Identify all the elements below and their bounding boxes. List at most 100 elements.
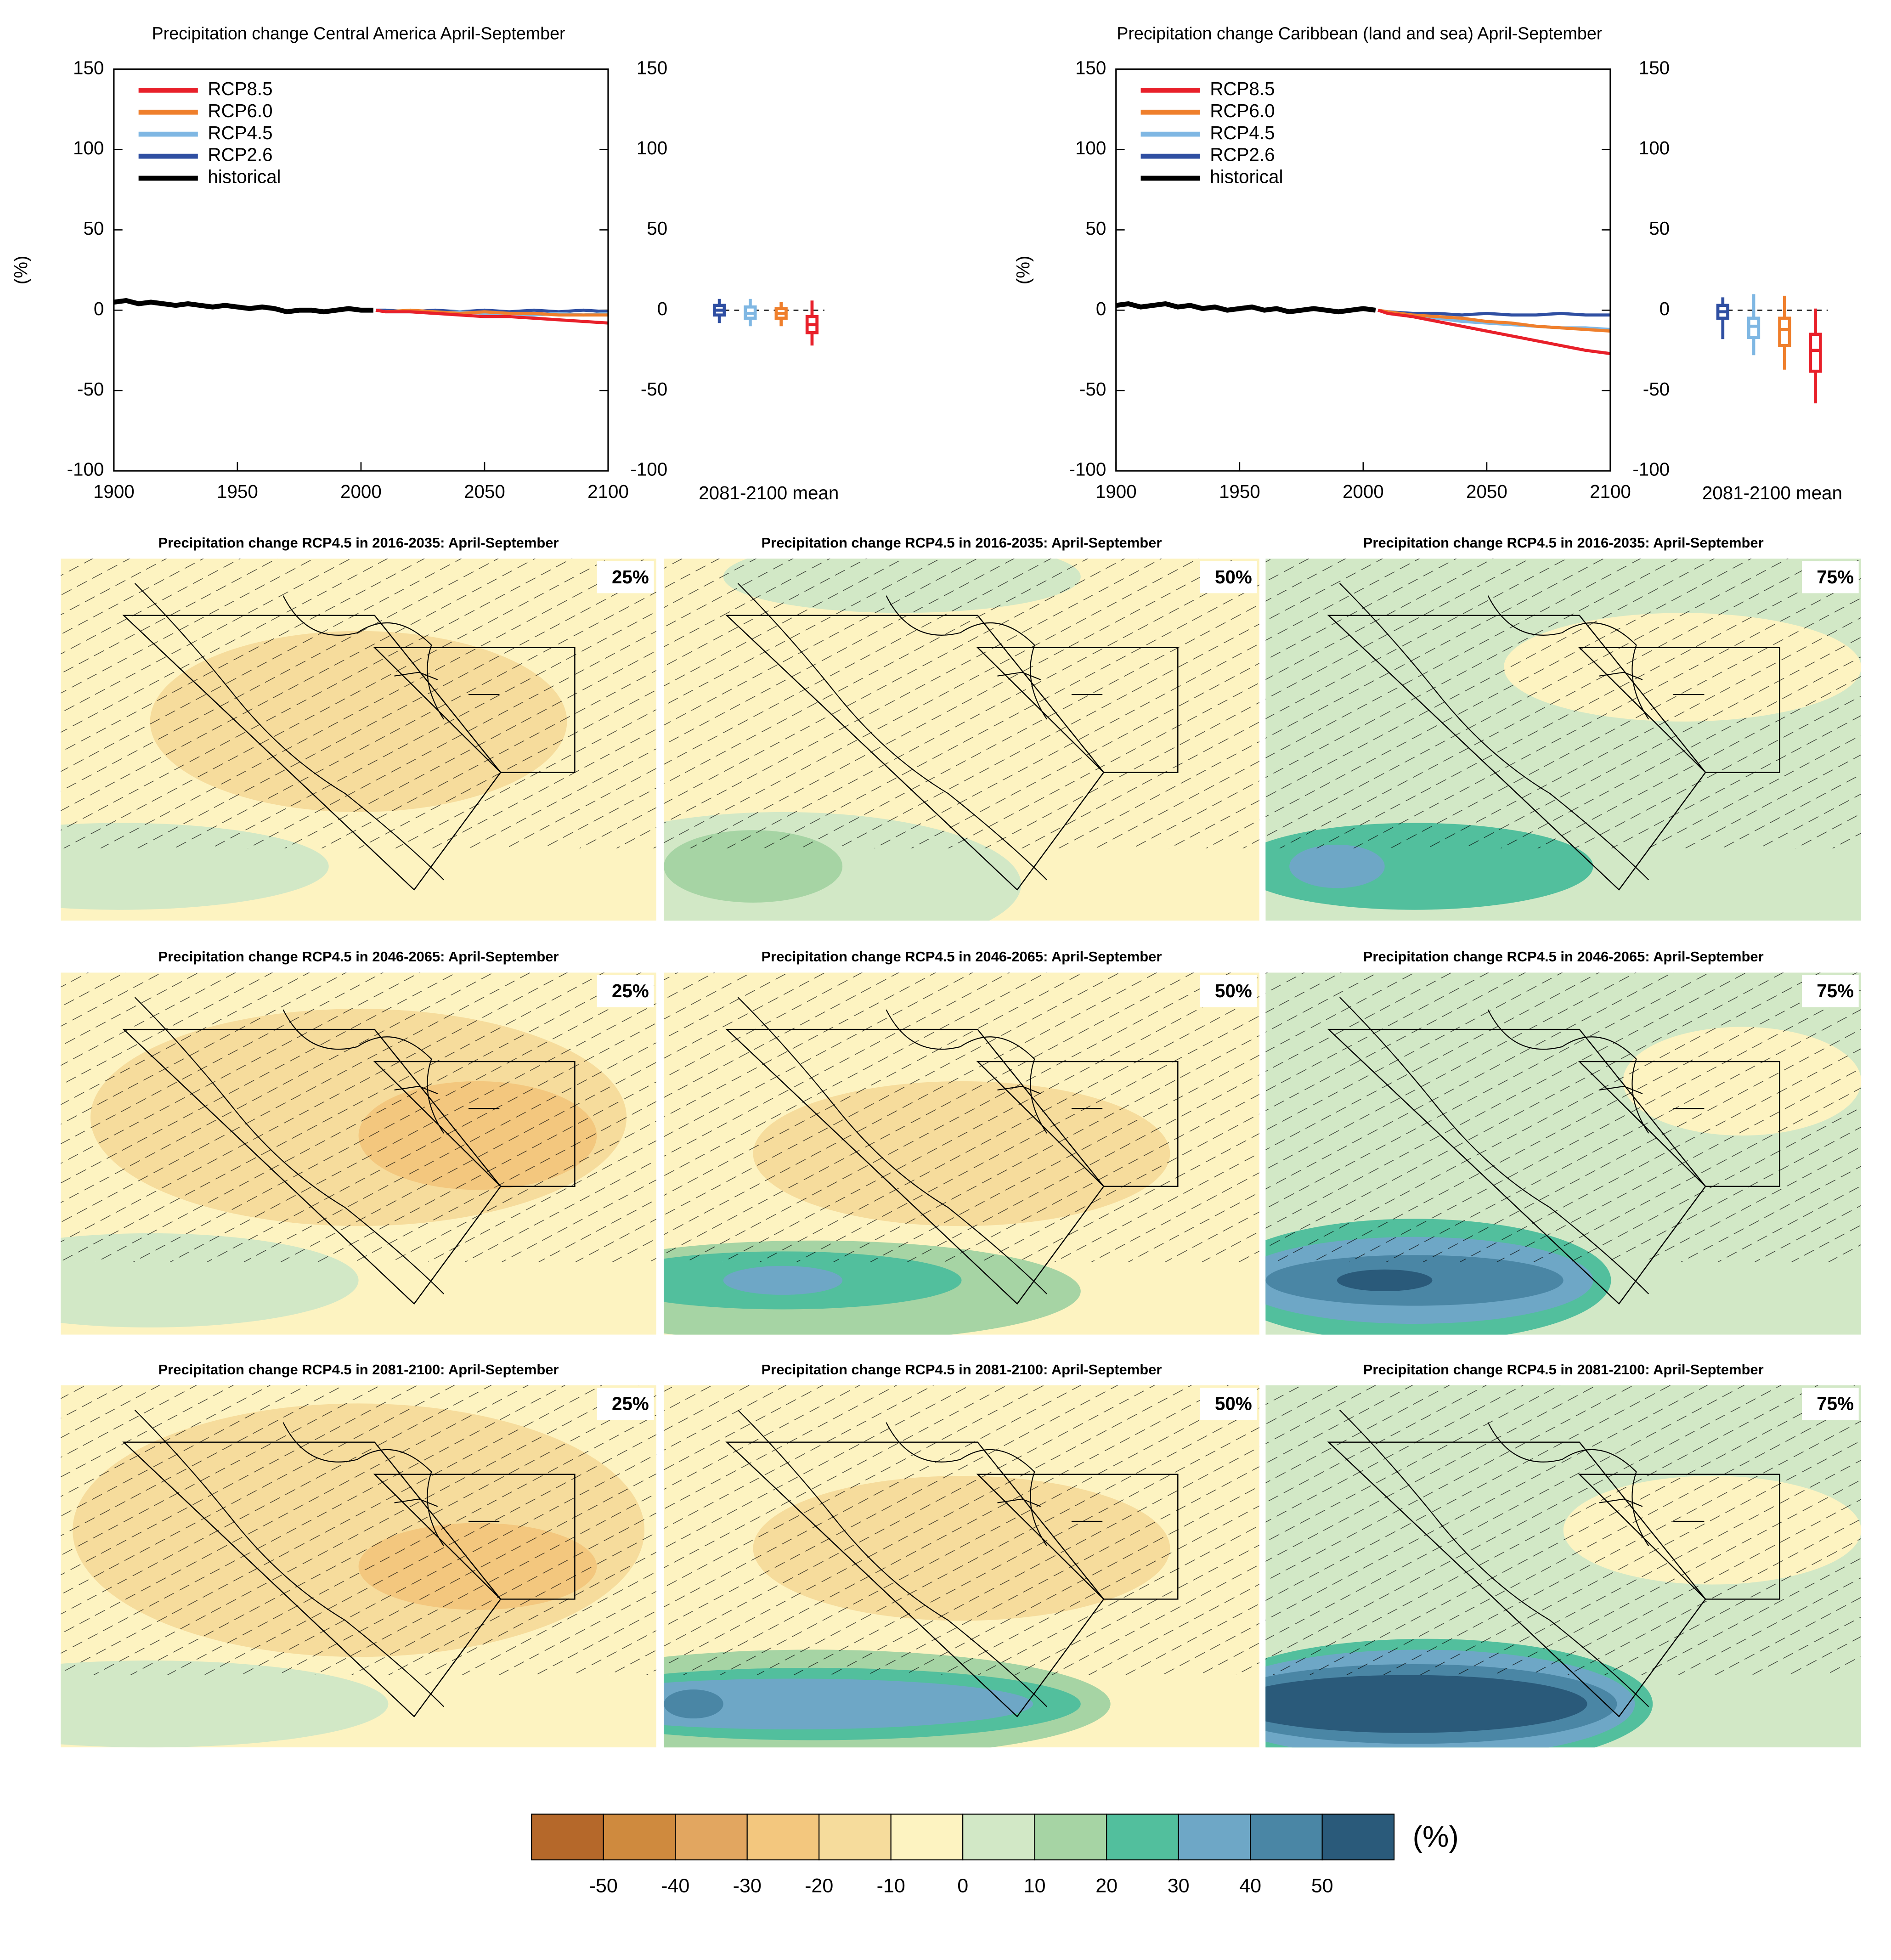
map-title: Precipitation change RCP4.5 in 2081-2100… [762, 1361, 1162, 1378]
y2-tick-label: 0 [1660, 298, 1670, 319]
map-hatching [61, 559, 656, 848]
colorbar-tick-label: -30 [733, 1875, 762, 1897]
plot-frame [1115, 68, 1611, 472]
y-tick-label: 50 [83, 218, 104, 239]
colorbar-tick-label: -10 [877, 1875, 905, 1897]
colorbar-cell [962, 1813, 1035, 1861]
region-caribbean [373, 1061, 576, 1187]
colorbar-tick-label: 50 [1311, 1875, 1333, 1897]
map-field [1337, 1269, 1433, 1292]
box-label: 2081-2100 mean [1702, 482, 1842, 503]
map [61, 1385, 656, 1748]
region-caribbean [1578, 1061, 1780, 1187]
map-field [1289, 844, 1385, 888]
colorbar-tick-label: -50 [589, 1875, 618, 1897]
coastline [737, 997, 1103, 1294]
plot-frame [113, 68, 609, 472]
map-hatching [61, 1385, 656, 1675]
y-tick-label: 100 [1075, 137, 1106, 158]
percentile-box [597, 1388, 654, 1420]
coastline [134, 583, 500, 881]
y2-tick-label: 50 [1649, 218, 1670, 239]
colorbar-tick-label: 40 [1239, 1875, 1261, 1897]
region-caribbean [976, 647, 1179, 773]
y2-tick-label: 50 [647, 218, 667, 239]
colorbar-tick-label: 10 [1024, 1875, 1046, 1897]
map-field [61, 1661, 389, 1748]
y-axis-label: (%) [10, 255, 31, 284]
legend-label: RCP8.5 [1210, 78, 1275, 99]
region-caribbean [1578, 1474, 1780, 1600]
map [664, 559, 1259, 921]
colorbar-tick-label: -20 [805, 1875, 833, 1897]
percentile-label: 75% [1817, 566, 1854, 587]
y-tick-label: 100 [73, 137, 104, 158]
y2-tick-label: 0 [657, 298, 667, 319]
y-tick-label: -100 [67, 459, 104, 480]
y-tick-label: -50 [1079, 378, 1106, 400]
colorbar-unit: (%) [1412, 1820, 1458, 1853]
coastline [1339, 583, 1705, 881]
y2-tick-label: -100 [630, 459, 667, 480]
percentile-label: 75% [1817, 980, 1854, 1001]
region-caribbean [373, 647, 576, 773]
percentile-box [1200, 1388, 1257, 1420]
series-line [1377, 309, 1611, 356]
y-tick-label: 0 [1096, 298, 1106, 319]
map [1265, 972, 1862, 1335]
x-tick-label: 1900 [1095, 481, 1137, 502]
colorbar-tick-label: 20 [1095, 1875, 1118, 1897]
map-title: Precipitation change RCP4.5 in 2016-2035… [1363, 535, 1764, 551]
map [1265, 1385, 1862, 1748]
coastline [134, 997, 500, 1294]
percentile-label: 50% [1215, 1393, 1252, 1414]
map [1265, 559, 1862, 921]
coastline [737, 583, 1103, 881]
legend-label: RCP2.6 [208, 144, 272, 165]
percentile-box [597, 975, 654, 1007]
y2-tick-label: -100 [1632, 459, 1670, 480]
percentile-label: 25% [612, 980, 649, 1001]
x-tick-label: 2050 [1466, 481, 1507, 502]
chart-title: Precipitation change Caribbean (land and… [1117, 23, 1602, 43]
region-caribbean [976, 1474, 1179, 1600]
box-body [1778, 316, 1791, 347]
series-line [1116, 301, 1376, 315]
colorbar-cell [1250, 1813, 1323, 1861]
map-title: Precipitation change RCP4.5 in 2081-2100… [1363, 1361, 1764, 1378]
map-field [1265, 1675, 1587, 1733]
x-tick-label: 1950 [217, 481, 258, 502]
map-title: Precipitation change RCP4.5 in 2046-2065… [158, 949, 559, 965]
x-tick-label: 1900 [93, 481, 135, 502]
legend-label: RCP6.0 [208, 100, 272, 121]
map-hatching [1265, 559, 1862, 848]
region-caribbean [976, 1061, 1179, 1187]
y-tick-label: -50 [77, 378, 104, 400]
legend-label: RCP2.6 [1210, 144, 1275, 165]
x-tick-label: 2100 [587, 481, 629, 502]
box-body [1809, 333, 1822, 373]
map-title: Precipitation change RCP4.5 in 2046-2065… [762, 949, 1162, 965]
coastline [134, 1410, 500, 1707]
colorbar-cell [1321, 1813, 1395, 1861]
map-title: Precipitation change RCP4.5 in 2016-2035… [158, 535, 559, 551]
y2-tick-label: -50 [641, 378, 667, 400]
map-field [723, 1265, 843, 1295]
legend-label: RCP4.5 [1210, 122, 1275, 143]
map-hatching [61, 972, 656, 1262]
colorbar-cell [1034, 1813, 1107, 1861]
legend-label: historical [208, 166, 281, 187]
map-title: Precipitation change RCP4.5 in 2081-2100… [158, 1361, 559, 1378]
percentile-box [1801, 975, 1859, 1007]
map [61, 559, 656, 921]
colorbar-tick-label: 0 [957, 1875, 968, 1897]
percentile-box [1200, 561, 1257, 593]
percentile-box [1801, 561, 1859, 593]
region-caribbean [1578, 647, 1780, 773]
percentile-label: 50% [1215, 980, 1252, 1001]
y-tick-label: 150 [73, 57, 104, 78]
colorbar-cell [1106, 1813, 1179, 1861]
colorbar-cell [603, 1813, 676, 1861]
colorbar-cell [675, 1813, 748, 1861]
region-caribbean [373, 1474, 576, 1600]
